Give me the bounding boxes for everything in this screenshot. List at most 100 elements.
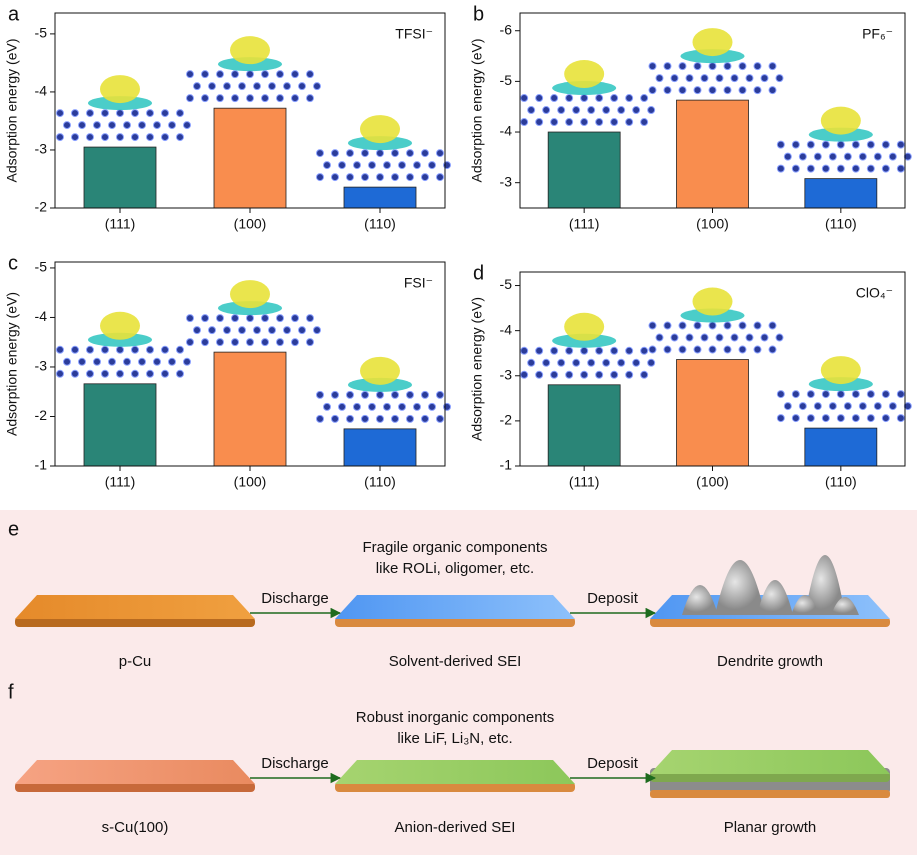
atom (775, 333, 784, 342)
atom (813, 152, 822, 161)
bar (213, 107, 287, 209)
atom (610, 94, 619, 103)
atom (768, 62, 777, 71)
stage-label: Solvent-derived SEI (389, 653, 522, 670)
atom (86, 369, 94, 378)
slab-top (15, 595, 255, 619)
atom (745, 74, 754, 83)
atom (783, 152, 792, 161)
atom (413, 161, 421, 170)
atom (542, 106, 551, 115)
atom (580, 370, 589, 379)
atom (331, 414, 339, 423)
atom (753, 62, 762, 71)
atom (572, 358, 581, 367)
slab-top (15, 760, 255, 784)
atom (346, 149, 354, 158)
atom (632, 358, 641, 367)
atom (246, 338, 254, 347)
atom (406, 173, 414, 182)
annotation: FSI⁻ (404, 275, 433, 291)
panel-letter: a (8, 3, 20, 25)
atom (851, 164, 860, 173)
atom (421, 173, 429, 182)
atom (625, 346, 634, 355)
atom (428, 161, 436, 170)
atom (776, 164, 785, 173)
atom (261, 314, 269, 323)
atom (86, 133, 94, 142)
atom (730, 333, 739, 342)
atom (535, 370, 544, 379)
atom (708, 86, 717, 95)
atom (168, 121, 176, 130)
bar (804, 427, 878, 467)
atom (78, 121, 86, 130)
atom (201, 314, 209, 323)
atom (768, 345, 777, 354)
atom (176, 109, 184, 118)
atom (851, 140, 860, 149)
atom (338, 161, 346, 170)
atom (873, 152, 882, 161)
charge-cloud (820, 106, 861, 135)
bar (676, 99, 749, 209)
atom (216, 94, 224, 103)
atom (186, 70, 194, 79)
atom (331, 149, 339, 158)
slab-side (650, 772, 890, 782)
atom (610, 346, 619, 355)
atom (231, 314, 239, 323)
atom (557, 358, 566, 367)
atom (565, 94, 574, 103)
atom (693, 321, 702, 330)
charge-cloud (100, 311, 140, 340)
atom (298, 326, 306, 335)
atom (760, 333, 769, 342)
arrow-label: Deposit (587, 755, 639, 772)
atom (421, 390, 429, 399)
atom (71, 109, 79, 118)
atom (56, 369, 64, 378)
atom (881, 164, 890, 173)
atom (595, 94, 604, 103)
atom (527, 106, 536, 115)
atom (376, 390, 384, 399)
atom (391, 173, 399, 182)
atom (776, 140, 785, 149)
slab-top (335, 595, 575, 619)
atom (346, 173, 354, 182)
atom (828, 152, 837, 161)
atom (708, 345, 717, 354)
atom (858, 152, 867, 161)
atom (685, 74, 694, 83)
y-axis-label: Adsorption energy (eV) (469, 39, 485, 183)
atom (428, 402, 436, 411)
atom (670, 74, 679, 83)
slab-top (335, 760, 575, 784)
atom (798, 152, 807, 161)
slab-side (15, 617, 255, 627)
atom (648, 345, 657, 354)
atom (421, 149, 429, 158)
atom (663, 321, 672, 330)
bar (343, 186, 417, 209)
atom (216, 338, 224, 347)
bar (804, 178, 878, 209)
x-tick-label: (111) (105, 216, 136, 232)
atom (283, 326, 291, 335)
atom (723, 86, 732, 95)
x-tick-label: (100) (696, 216, 729, 232)
atom (753, 345, 762, 354)
y-tick-label: -1 (500, 457, 513, 473)
y-tick-label: -4 (500, 123, 513, 139)
atom (186, 314, 194, 323)
atom (261, 70, 269, 79)
atom (723, 62, 732, 71)
atom (316, 173, 324, 182)
charge-cloud (564, 60, 605, 89)
atom (866, 164, 875, 173)
slab-side (650, 617, 890, 627)
atom (216, 314, 224, 323)
y-tick-label: -1 (35, 457, 48, 473)
